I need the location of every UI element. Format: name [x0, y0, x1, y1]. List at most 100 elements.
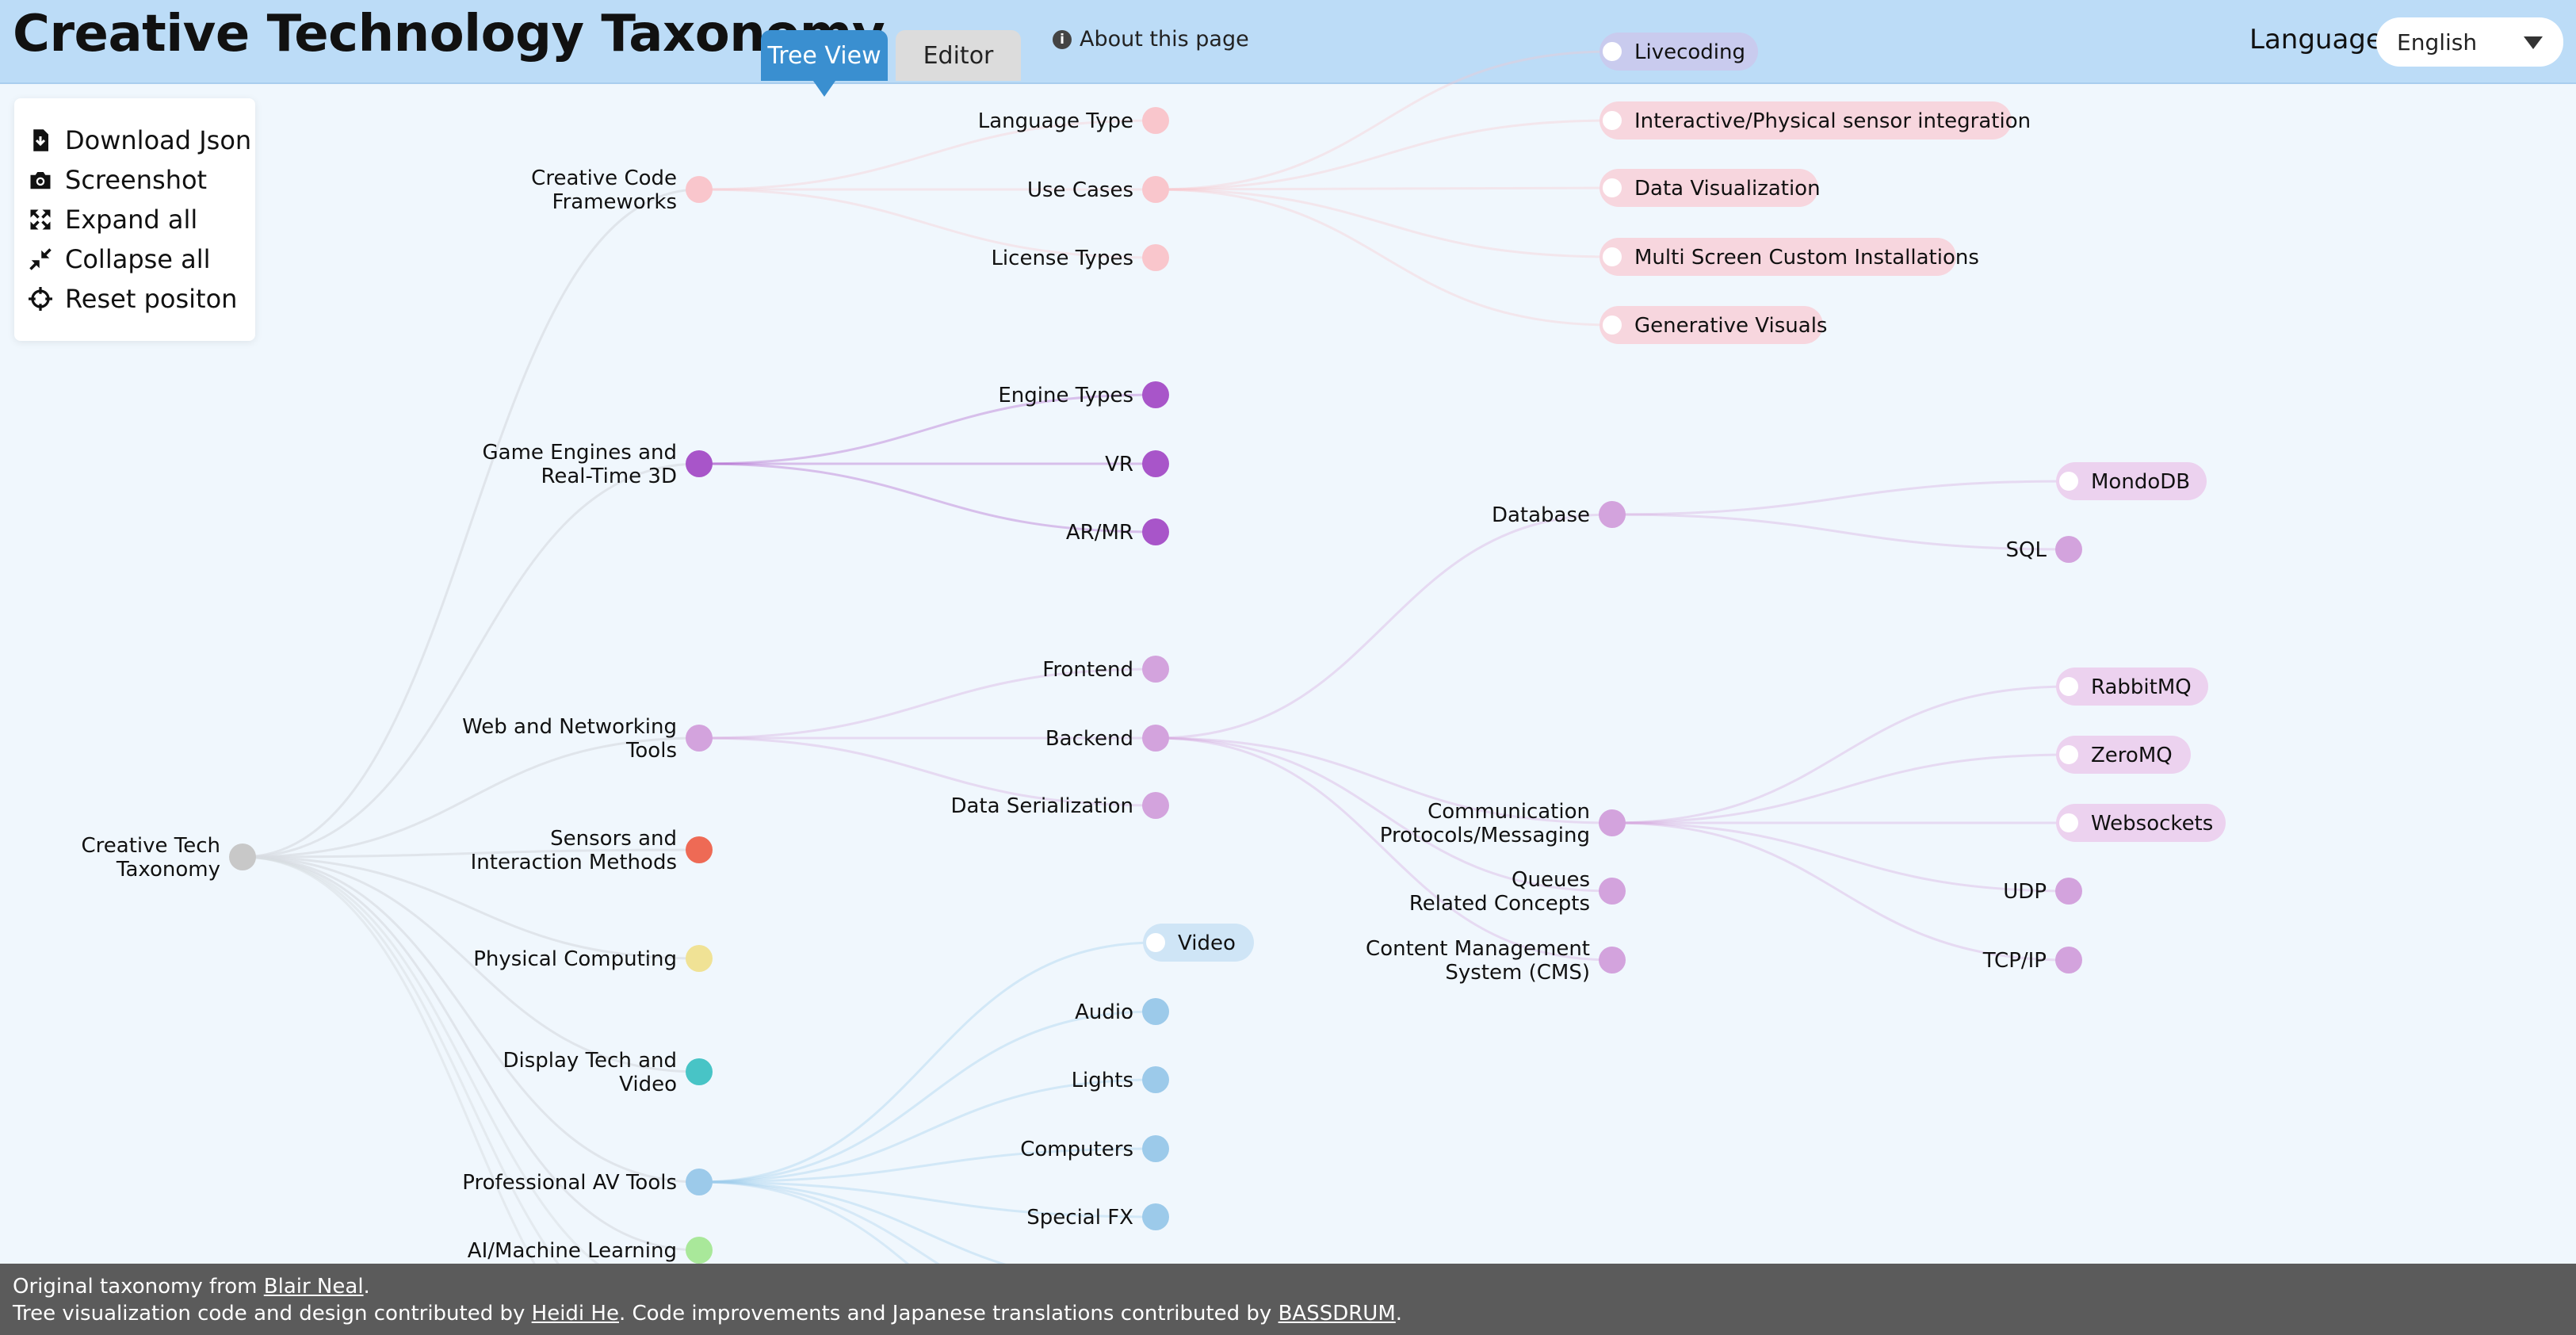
tab-editor[interactable]: Editor — [896, 30, 1021, 81]
comm-websockets-node[interactable] — [2059, 813, 2078, 832]
tree-link — [242, 736, 700, 859]
screenshot-button[interactable]: Screenshot — [29, 160, 255, 200]
download-json-button[interactable]: Download Json — [29, 120, 255, 160]
node-tcp-ip[interactable] — [2055, 947, 2082, 974]
use-case-multi-screen-custom-installations-pill[interactable] — [1599, 238, 1956, 276]
tree-link — [1611, 821, 2070, 962]
root-node[interactable] — [229, 843, 256, 870]
menu-item-label: Expand all — [65, 205, 198, 235]
node-lights[interactable] — [1142, 1066, 1169, 1093]
db-mondodb-node[interactable] — [2059, 472, 2078, 491]
menu-item-label: Reset positon — [65, 284, 238, 314]
label-content-management-system-cms: Content Management System (CMS) — [1366, 937, 1590, 985]
db-mondodb-pill[interactable] — [2056, 462, 2207, 500]
use-case-livecoding-node[interactable] — [1603, 42, 1622, 61]
blair-neal-link[interactable]: Blair Neal — [263, 1275, 364, 1299]
tree-link — [242, 855, 700, 960]
expand-all-button[interactable]: Expand all — [29, 200, 255, 239]
av-video-node[interactable] — [1146, 933, 1165, 952]
label-engine-types: Engine Types — [998, 384, 1133, 407]
use-case-livecoding-label: Livecoding — [1634, 40, 1745, 64]
label-sql: SQL — [2006, 538, 2047, 562]
language-value: English — [2397, 29, 2478, 55]
category-node-web[interactable] — [686, 725, 713, 752]
use-case-data-visualization-label: Data Visualization — [1634, 177, 1821, 201]
tree-link — [1155, 50, 1613, 191]
use-case-multi-screen-custom-installations-node[interactable] — [1603, 247, 1622, 266]
tree-link — [1155, 736, 1613, 893]
label-database: Database — [1492, 503, 1590, 527]
label-tcp-ip: TCP/IP — [1982, 949, 2047, 973]
label-audio: Audio — [1075, 1000, 1133, 1024]
av-video-pill[interactable] — [1143, 924, 1254, 962]
node-license-types[interactable] — [1142, 244, 1169, 271]
use-case-multi-screen-custom-installations-label: Multi Screen Custom Installations — [1634, 246, 1979, 270]
use-case-generative-visuals-node[interactable] — [1603, 316, 1622, 335]
node-queues-related-concepts[interactable] — [1599, 878, 1626, 905]
category-node-engines[interactable] — [686, 450, 713, 477]
actions-menu: Download Json Screenshot Expand all Coll… — [14, 98, 255, 341]
label-frontend: Frontend — [1042, 658, 1133, 682]
comm-websockets-pill[interactable] — [2056, 804, 2226, 842]
bassdrum-link[interactable]: BASSDRUM — [1278, 1302, 1396, 1325]
tree-link — [1155, 119, 1613, 191]
tree-link — [698, 668, 1156, 740]
footer-text: Tree visualization code and design contr… — [13, 1302, 532, 1325]
av-video-label: Video — [1178, 931, 1236, 955]
node-language-type[interactable] — [1142, 107, 1169, 134]
node-frontend[interactable] — [1142, 656, 1169, 683]
language-select[interactable]: English — [2376, 17, 2563, 67]
node-data-serialization[interactable] — [1142, 792, 1169, 819]
use-case-generative-visuals-pill[interactable] — [1599, 306, 1823, 344]
comm-zeromq-node[interactable] — [2059, 745, 2078, 764]
use-case-data-visualization-node[interactable] — [1603, 178, 1622, 197]
node-communication-protocols-messaging[interactable] — [1599, 809, 1626, 836]
heidi-he-link[interactable]: Heidi He — [531, 1302, 619, 1325]
node-udp[interactable] — [2055, 878, 2082, 905]
node-database[interactable] — [1599, 501, 1626, 528]
node-audio[interactable] — [1142, 998, 1169, 1025]
node-use-cases[interactable] — [1142, 176, 1169, 203]
node-ar-mr[interactable] — [1142, 518, 1169, 545]
use-case-interactive-physical-sensor-integration-pill[interactable] — [1599, 101, 2012, 140]
tree-link — [242, 855, 700, 1252]
comm-rabbitmq-pill[interactable] — [2056, 668, 2208, 706]
category-node-frameworks[interactable] — [686, 176, 713, 203]
use-case-livecoding-pill[interactable] — [1599, 33, 1758, 71]
node-sql[interactable] — [2055, 536, 2082, 563]
label-backend: Backend — [1045, 727, 1133, 751]
category-node-ai[interactable] — [686, 1237, 713, 1264]
tab-tree-view[interactable]: Tree View — [761, 30, 888, 97]
about-link[interactable]: i About this page — [1053, 27, 1249, 52]
tree-link — [242, 855, 584, 1335]
reset-position-button[interactable]: Reset positon — [29, 279, 255, 319]
node-engine-types[interactable] — [1142, 381, 1169, 408]
use-case-interactive-physical-sensor-integration-label: Interactive/Physical sensor integration — [1634, 109, 2031, 133]
expand-icon — [30, 209, 51, 230]
footer-text: . Code improvements and Japanese transla… — [618, 1302, 1278, 1325]
node-vr[interactable] — [1142, 450, 1169, 477]
category-node-sensors[interactable] — [686, 836, 713, 863]
footer-credits: Original taxonomy from Blair Neal. Tree … — [0, 1264, 2576, 1335]
tree-link — [698, 736, 1156, 807]
node-special-fx[interactable] — [1142, 1203, 1169, 1230]
tree-link — [698, 1180, 1156, 1218]
comm-zeromq-label: ZeroMQ — [2091, 744, 2173, 767]
comm-rabbitmq-node[interactable] — [2059, 677, 2078, 696]
node-content-management-system-cms[interactable] — [1599, 947, 1626, 974]
use-case-data-visualization-pill[interactable] — [1599, 169, 1818, 207]
node-backend[interactable] — [1142, 725, 1169, 752]
tree-link — [1155, 736, 1613, 962]
collapse-all-button[interactable]: Collapse all — [29, 239, 255, 279]
node-computers[interactable] — [1142, 1135, 1169, 1162]
label-license-types: License Types — [991, 247, 1133, 270]
category-node-physical[interactable] — [686, 945, 713, 972]
category-node-display[interactable] — [686, 1058, 713, 1085]
comm-zeromq-pill[interactable] — [2056, 736, 2191, 774]
use-case-interactive-physical-sensor-integration-node[interactable] — [1603, 111, 1622, 130]
tree-link — [242, 462, 700, 859]
language-label: Language: — [2249, 24, 2392, 55]
category-node-av[interactable] — [686, 1169, 713, 1195]
category-label-engines: Game Engines and Real-Time 3D — [482, 441, 677, 488]
